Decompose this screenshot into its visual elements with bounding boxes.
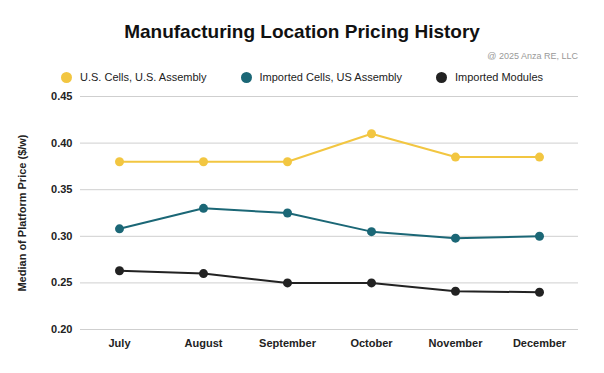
html-text:Manufacturing Location Pricing: Manufacturing Location Pricing History xyxy=(124,21,480,42)
svg-text:0.30: 0.30 xyxy=(51,230,72,242)
svg-text:August: August xyxy=(185,337,223,349)
svg-text:0.35: 0.35 xyxy=(51,183,72,195)
svg-text:0.40: 0.40 xyxy=(51,137,72,149)
html-text:Imported Modules: Imported Modules xyxy=(455,71,543,83)
svg-text:0.45: 0.45 xyxy=(51,90,72,102)
svg-text:November: November xyxy=(429,337,484,349)
html-text:@ 2025 Anza RE, LLC: @ 2025 Anza RE, LLC xyxy=(487,51,578,61)
svg-text:October: October xyxy=(350,337,393,349)
svg-text:0.25: 0.25 xyxy=(51,276,72,288)
svg-text:0.20: 0.20 xyxy=(51,323,72,335)
svg-text:September: September xyxy=(259,337,317,349)
svg-text:December: December xyxy=(513,337,567,349)
svg-text:July: July xyxy=(108,337,131,349)
svg-text:Median of Platform Price ($/w): Median of Platform Price ($/w) xyxy=(16,134,28,291)
html-text:Imported Cells, US Assembly: Imported Cells, US Assembly xyxy=(259,71,402,83)
html-text:U.S. Cells, U.S. Assembly: U.S. Cells, U.S. Assembly xyxy=(80,71,207,83)
